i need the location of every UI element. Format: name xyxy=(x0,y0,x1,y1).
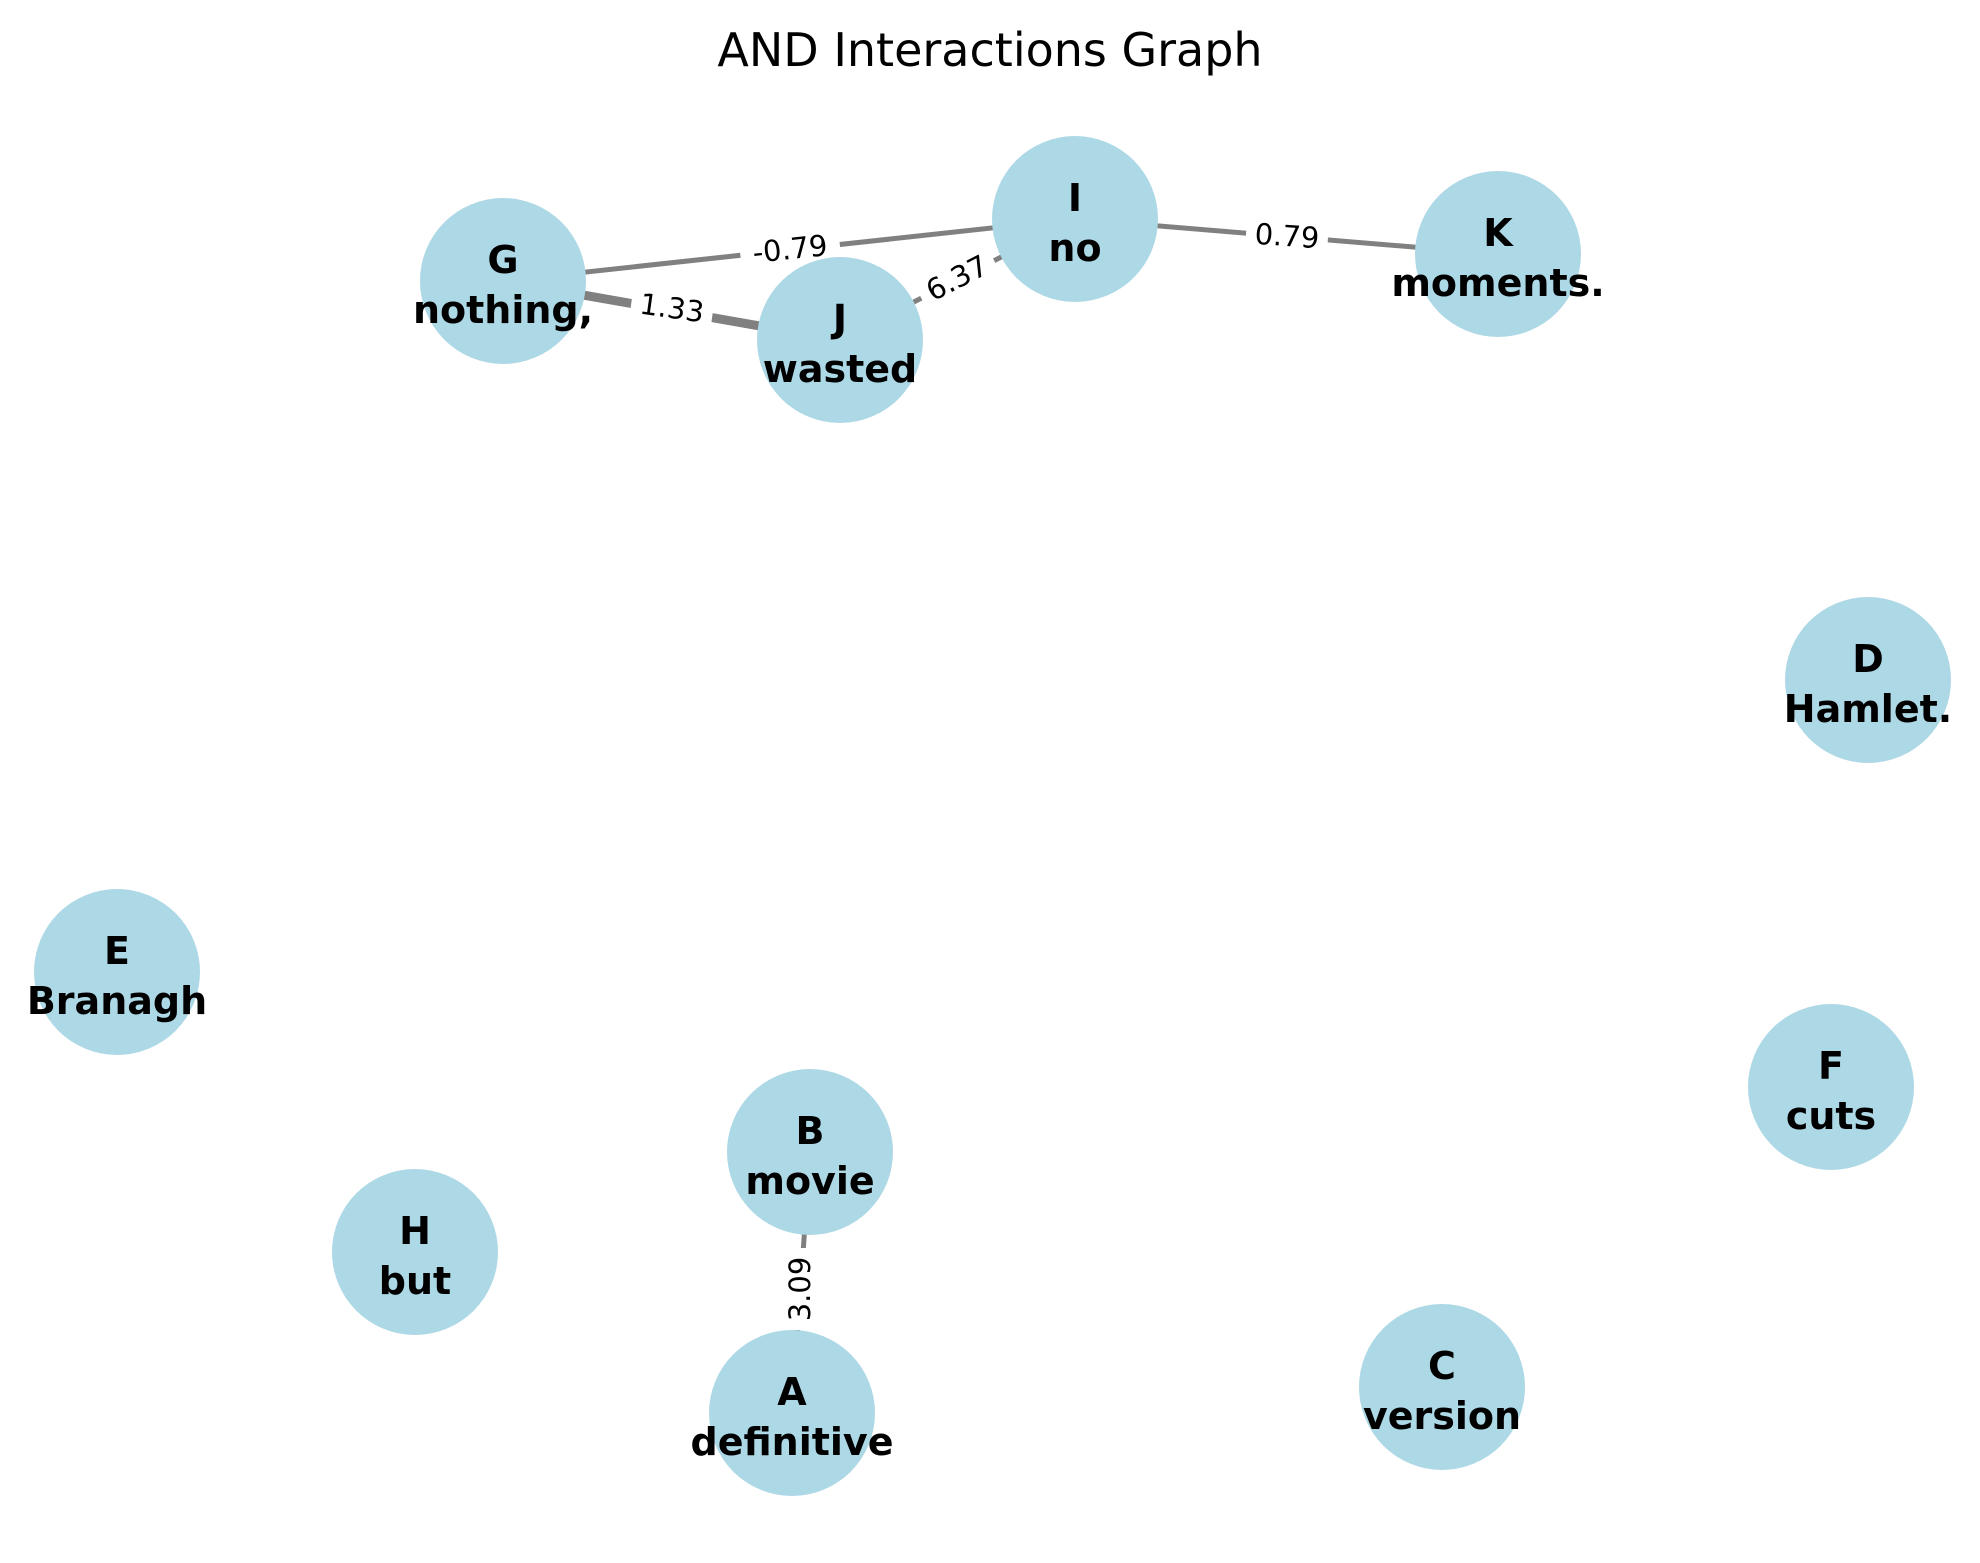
node-id-label: K xyxy=(1483,211,1514,255)
node-d: D Hamlet. xyxy=(1784,597,1952,763)
node-id-label: G xyxy=(487,238,518,282)
node-word-label: no xyxy=(1048,226,1101,270)
node-circle xyxy=(420,198,586,364)
node-id-label: A xyxy=(777,1370,807,1414)
node-word-label: cuts xyxy=(1786,1094,1876,1138)
node-id-label: J xyxy=(830,297,847,341)
edge-label-background xyxy=(628,284,716,332)
edge-label-group: 6.37 xyxy=(912,243,1002,313)
node-circle xyxy=(1359,1304,1525,1470)
node-word-label: Branagh xyxy=(27,979,207,1023)
node-circle xyxy=(757,257,923,423)
node-circle xyxy=(332,1169,498,1335)
edge-label-background xyxy=(738,225,842,273)
node-circle xyxy=(1415,171,1581,337)
edge-weight-label: 0.79 xyxy=(1254,217,1321,255)
node-circle xyxy=(709,1330,875,1496)
graph-title: AND Interactions Graph xyxy=(717,23,1262,77)
node-word-label: nothing, xyxy=(413,288,593,332)
node-circle xyxy=(727,1069,893,1235)
node-word-label: Hamlet. xyxy=(1784,687,1952,731)
node-e: E Branagh xyxy=(27,889,207,1055)
node-word-label: moments. xyxy=(1391,261,1604,305)
edge-weight-label: 3.09 xyxy=(783,1257,817,1322)
node-id-label: F xyxy=(1818,1044,1844,1088)
node-id-label: C xyxy=(1428,1344,1456,1388)
node-id-label: I xyxy=(1068,176,1082,220)
node-id-label: D xyxy=(1852,637,1884,681)
edge-label-background xyxy=(1244,215,1330,257)
node-circle xyxy=(1748,1004,1914,1170)
node-id-label: H xyxy=(399,1209,431,1253)
edge-label-background xyxy=(782,1248,818,1330)
node-circle xyxy=(34,889,200,1055)
node-word-label: wasted xyxy=(763,347,918,391)
node-word-label: but xyxy=(379,1259,451,1303)
node-circle xyxy=(992,136,1158,302)
edge-label-background xyxy=(912,243,1002,313)
node-word-label: definitive xyxy=(691,1420,894,1464)
edge-label-group: 3.09 xyxy=(782,1248,818,1330)
edge-weight-label: 1.33 xyxy=(638,287,707,330)
edge-weight-label: 6.37 xyxy=(921,248,994,308)
node-id-label: E xyxy=(104,929,130,973)
edges-layer: -0.791.336.370.793.09 xyxy=(502,215,1499,1414)
node-word-label: movie xyxy=(745,1159,874,1203)
edge-label-group: 1.33 xyxy=(628,284,716,332)
node-id-label: B xyxy=(796,1109,825,1153)
edge-label-group: 0.79 xyxy=(1244,215,1330,257)
node-i: Ino xyxy=(992,136,1158,302)
node-word-label: version xyxy=(1363,1394,1521,1438)
node-circle xyxy=(1785,597,1951,763)
